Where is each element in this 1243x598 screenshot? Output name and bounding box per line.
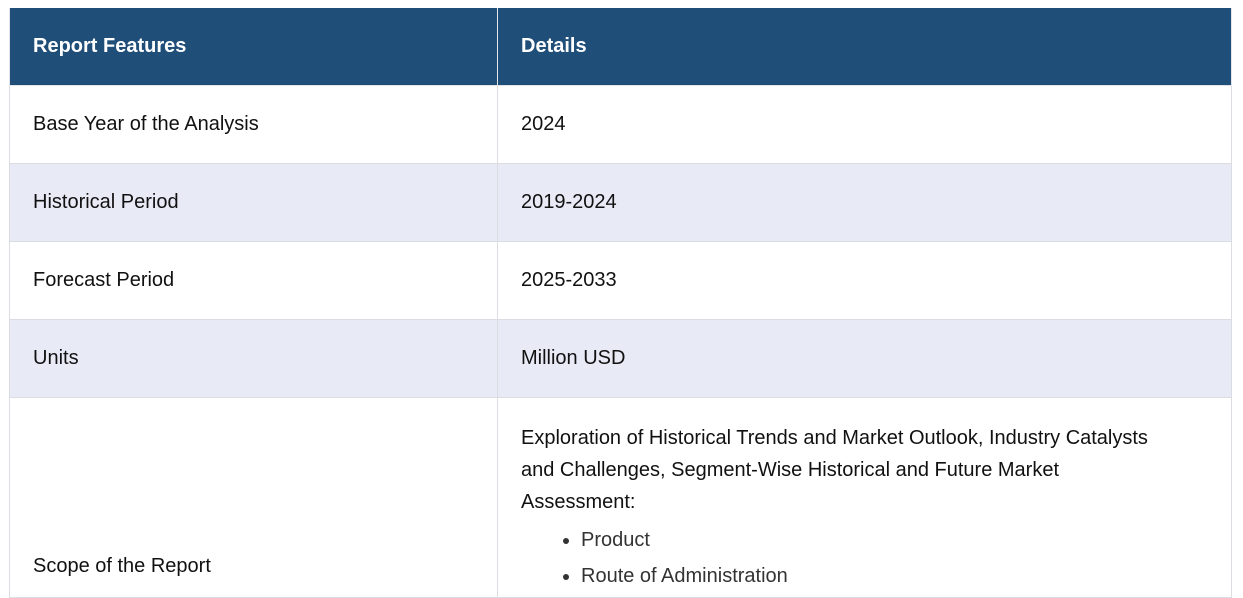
scope-list: Product Route of Administration <box>521 522 1231 594</box>
row-details: 2019-2024 <box>497 162 1232 242</box>
row-feature: Historical Period <box>9 162 498 242</box>
row-feature: Units <box>9 318 498 398</box>
table-row: Historical Period 2019-2024 <box>9 162 1232 242</box>
row-feature: Base Year of the Analysis <box>9 84 498 164</box>
row-details: Million USD <box>497 318 1232 398</box>
list-item: Route of Administration <box>581 558 1231 594</box>
report-table: Report Features Details Base Year of the… <box>9 8 1232 598</box>
header-details: Details <box>497 8 1232 86</box>
scope-feature: Scope of the Report <box>9 396 498 598</box>
table-row: Base Year of the Analysis 2024 <box>9 84 1232 164</box>
row-details: 2024 <box>497 84 1232 164</box>
table-header-row: Report Features Details <box>9 8 1232 86</box>
scope-text: Exploration of Historical Trends and Mar… <box>521 426 1148 513</box>
list-item: Product <box>581 522 1231 558</box>
scope-details: Exploration of Historical Trends and Mar… <box>497 396 1232 598</box>
table-row-scope: Scope of the Report Exploration of Histo… <box>9 396 1232 598</box>
table-row: Units Million USD <box>9 318 1232 398</box>
row-details: 2025-2033 <box>497 240 1232 320</box>
row-feature: Forecast Period <box>9 240 498 320</box>
header-report-features: Report Features <box>9 8 498 86</box>
table-row: Forecast Period 2025-2033 <box>9 240 1232 320</box>
